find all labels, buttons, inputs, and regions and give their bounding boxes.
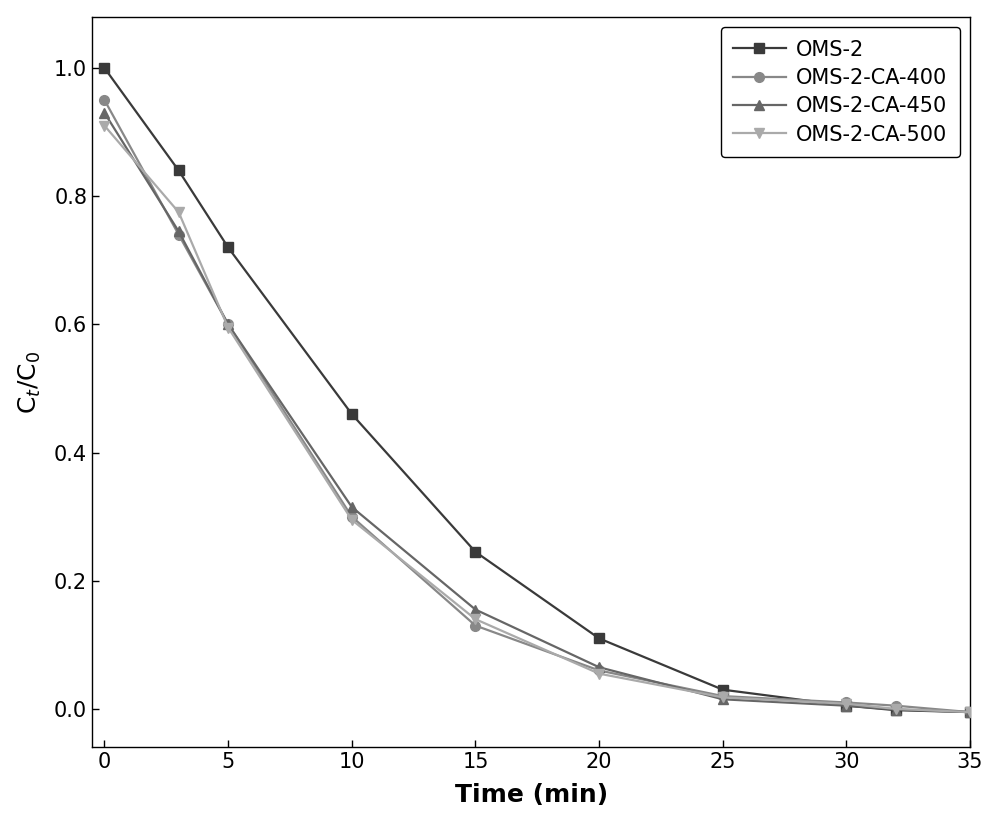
OMS-2-CA-450 [98,108,110,118]
OMS-2-CA-450 [469,605,481,615]
OMS-2-CA-400 [173,230,185,240]
OMS-2-CA-450 [890,705,902,714]
Line: OMS-2-CA-400: OMS-2-CA-400 [100,95,975,717]
Y-axis label: C$_t$/C$_0$: C$_t$/C$_0$ [17,350,43,414]
OMS-2-CA-400 [593,666,605,676]
OMS-2-CA-400 [964,707,976,717]
OMS-2-CA-450 [222,320,234,330]
OMS-2-CA-450 [173,227,185,236]
OMS-2-CA-400 [98,95,110,105]
OMS-2 [222,242,234,252]
OMS-2-CA-400 [717,691,729,701]
OMS-2-CA-500 [964,707,976,717]
OMS-2-CA-400 [890,700,902,710]
OMS-2 [98,63,110,73]
OMS-2 [890,705,902,715]
OMS-2-CA-400 [222,320,234,330]
OMS-2-CA-450 [717,695,729,705]
OMS-2-CA-450 [964,707,976,717]
Legend: OMS-2, OMS-2-CA-400, OMS-2-CA-450, OMS-2-CA-500: OMS-2, OMS-2-CA-400, OMS-2-CA-450, OMS-2… [721,27,960,157]
OMS-2-CA-500 [890,704,902,714]
OMS-2-CA-500 [346,515,358,525]
OMS-2-CA-400 [346,512,358,522]
OMS-2-CA-450 [840,700,852,710]
OMS-2-CA-400 [469,620,481,630]
OMS-2 [469,547,481,557]
OMS-2 [964,707,976,717]
OMS-2-CA-500 [593,669,605,679]
OMS-2-CA-400 [840,698,852,708]
Line: OMS-2-CA-500: OMS-2-CA-500 [100,121,975,717]
OMS-2 [593,634,605,644]
OMS-2 [346,410,358,419]
OMS-2-CA-450 [593,662,605,672]
OMS-2-CA-500 [173,207,185,217]
OMS-2-CA-500 [98,120,110,130]
OMS-2-CA-500 [469,614,481,624]
OMS-2-CA-500 [222,322,234,332]
OMS-2-CA-500 [840,699,852,709]
OMS-2-CA-450 [346,502,358,512]
OMS-2 [717,685,729,695]
Line: OMS-2: OMS-2 [100,63,975,717]
X-axis label: Time (min): Time (min) [455,784,608,808]
OMS-2 [173,166,185,176]
OMS-2 [840,700,852,710]
Line: OMS-2-CA-450: OMS-2-CA-450 [100,108,975,717]
OMS-2-CA-500 [717,692,729,702]
